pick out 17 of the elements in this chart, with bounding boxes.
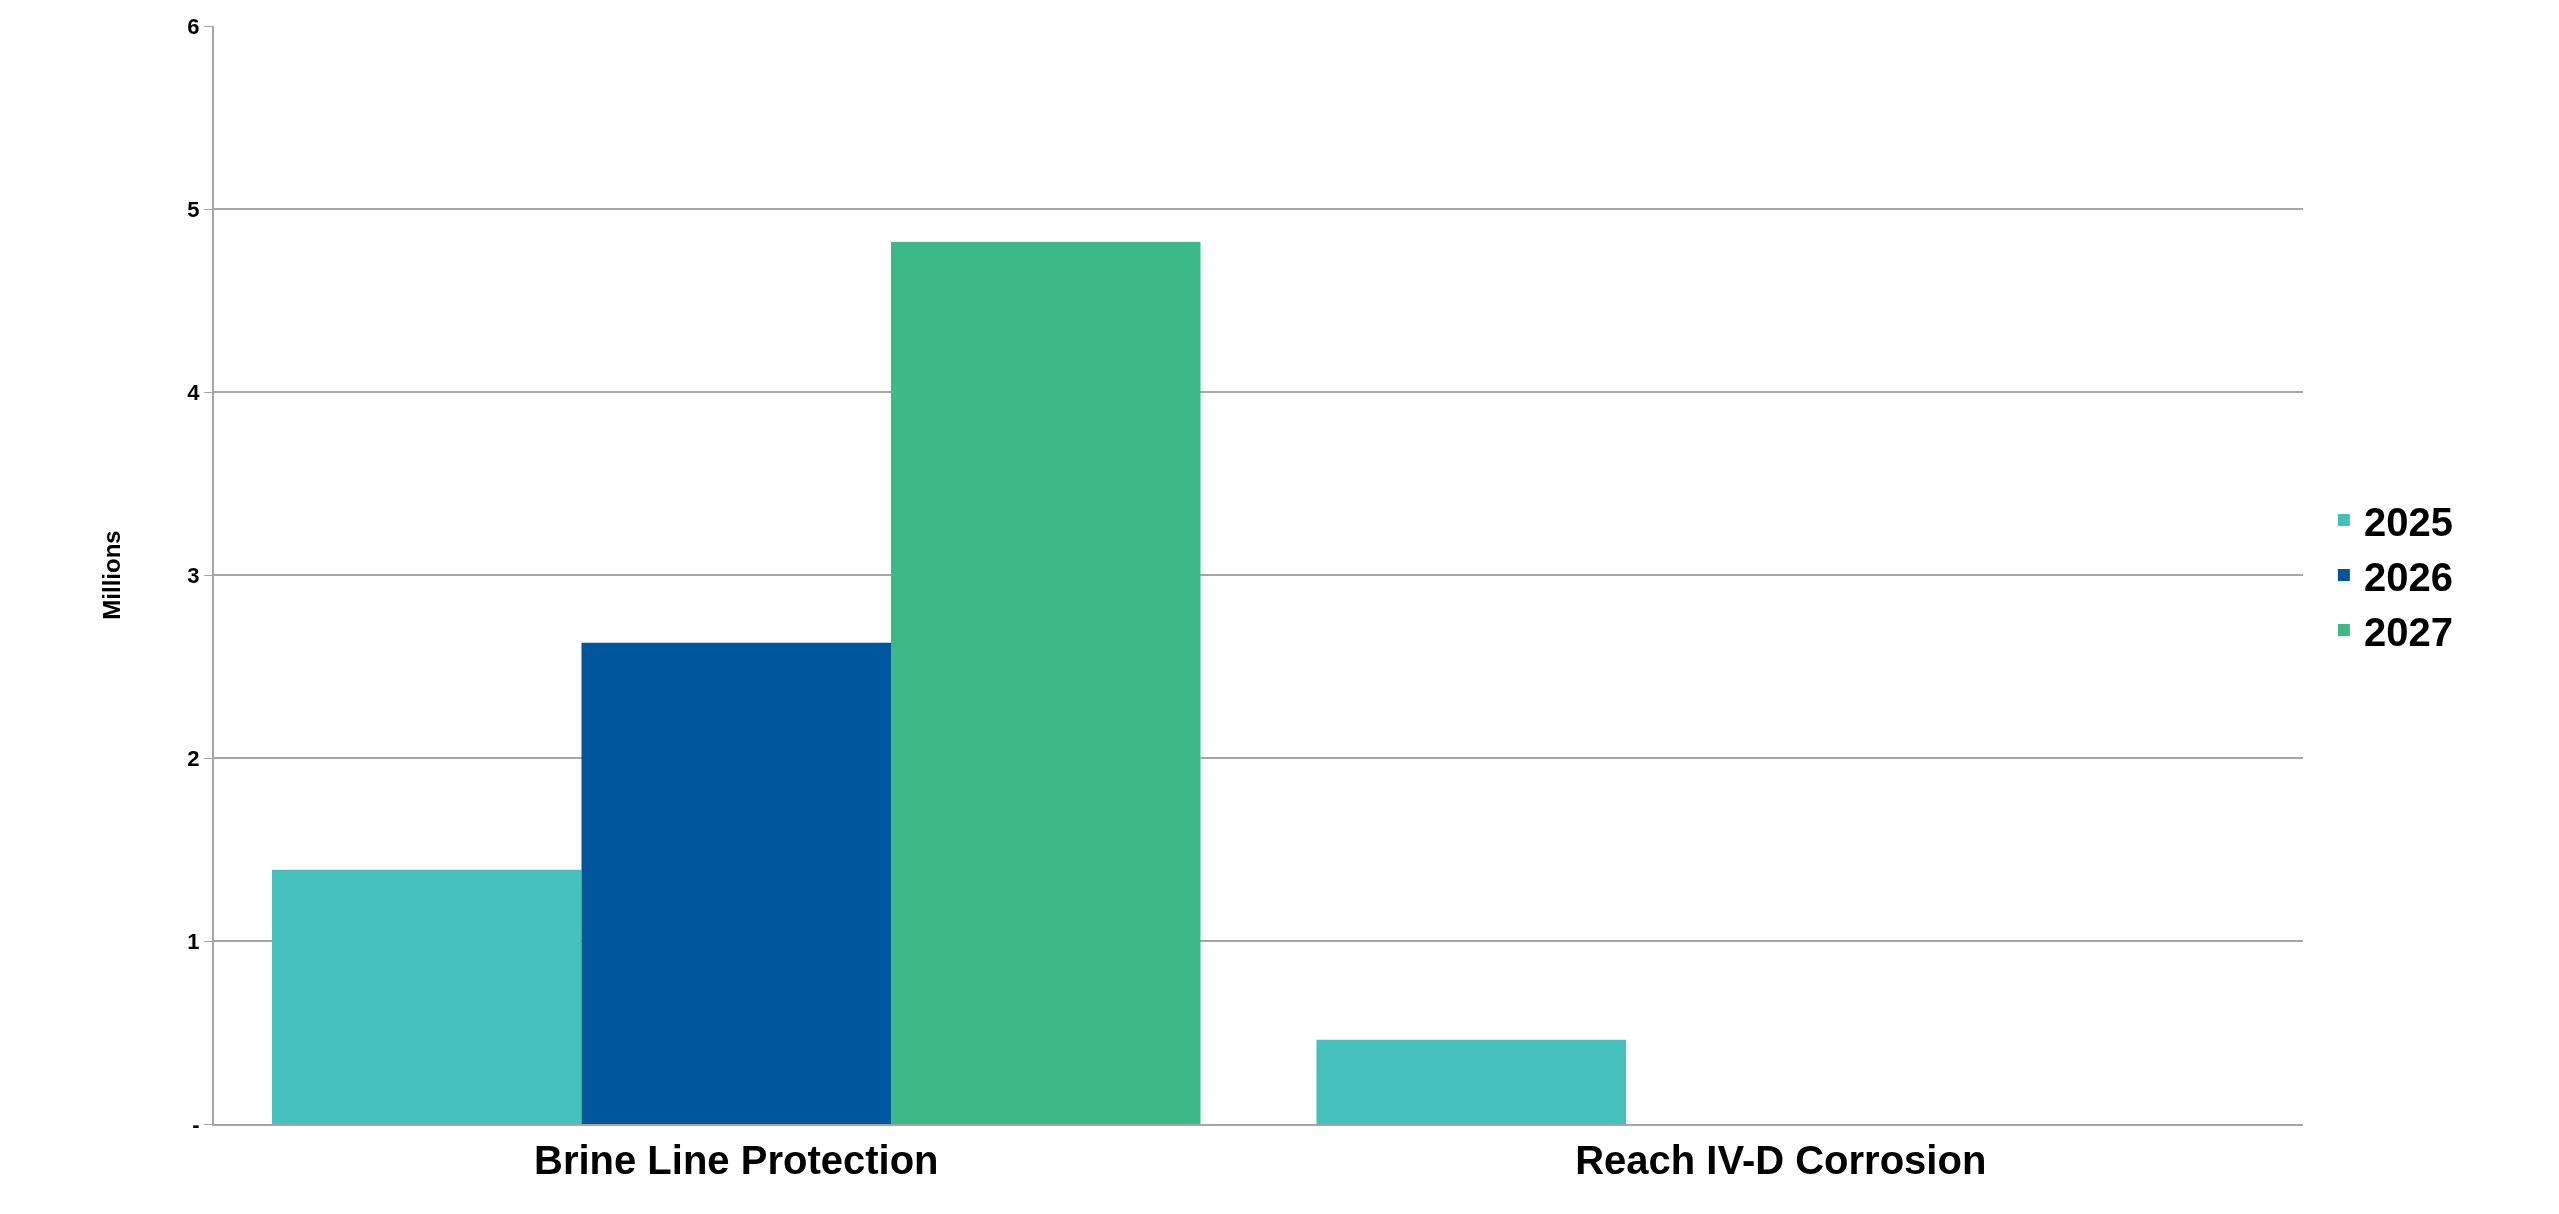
legend-label: 2026 (2363, 554, 2453, 599)
y-tick-label: 5 (187, 196, 200, 222)
y-tick-label: - (192, 1111, 200, 1137)
legend-label: 2027 (2363, 609, 2453, 654)
x-tick-label: Brine Line Protection (534, 1138, 939, 1182)
y-tick-label: 3 (187, 562, 200, 588)
y-tick-label: 6 (187, 13, 200, 39)
bar (271, 869, 582, 1124)
y-tick-label: 2 (187, 745, 200, 771)
y-axis-title: Millions (97, 530, 125, 620)
y-tick-label: 4 (187, 379, 201, 405)
bar (1316, 1039, 1626, 1124)
y-tick-label: 1 (187, 928, 200, 954)
bar (891, 241, 1201, 1124)
bar (581, 642, 892, 1124)
x-tick-label: Reach IV-D Corrosion (1575, 1138, 1987, 1182)
legend-label: 2025 (2363, 499, 2453, 544)
